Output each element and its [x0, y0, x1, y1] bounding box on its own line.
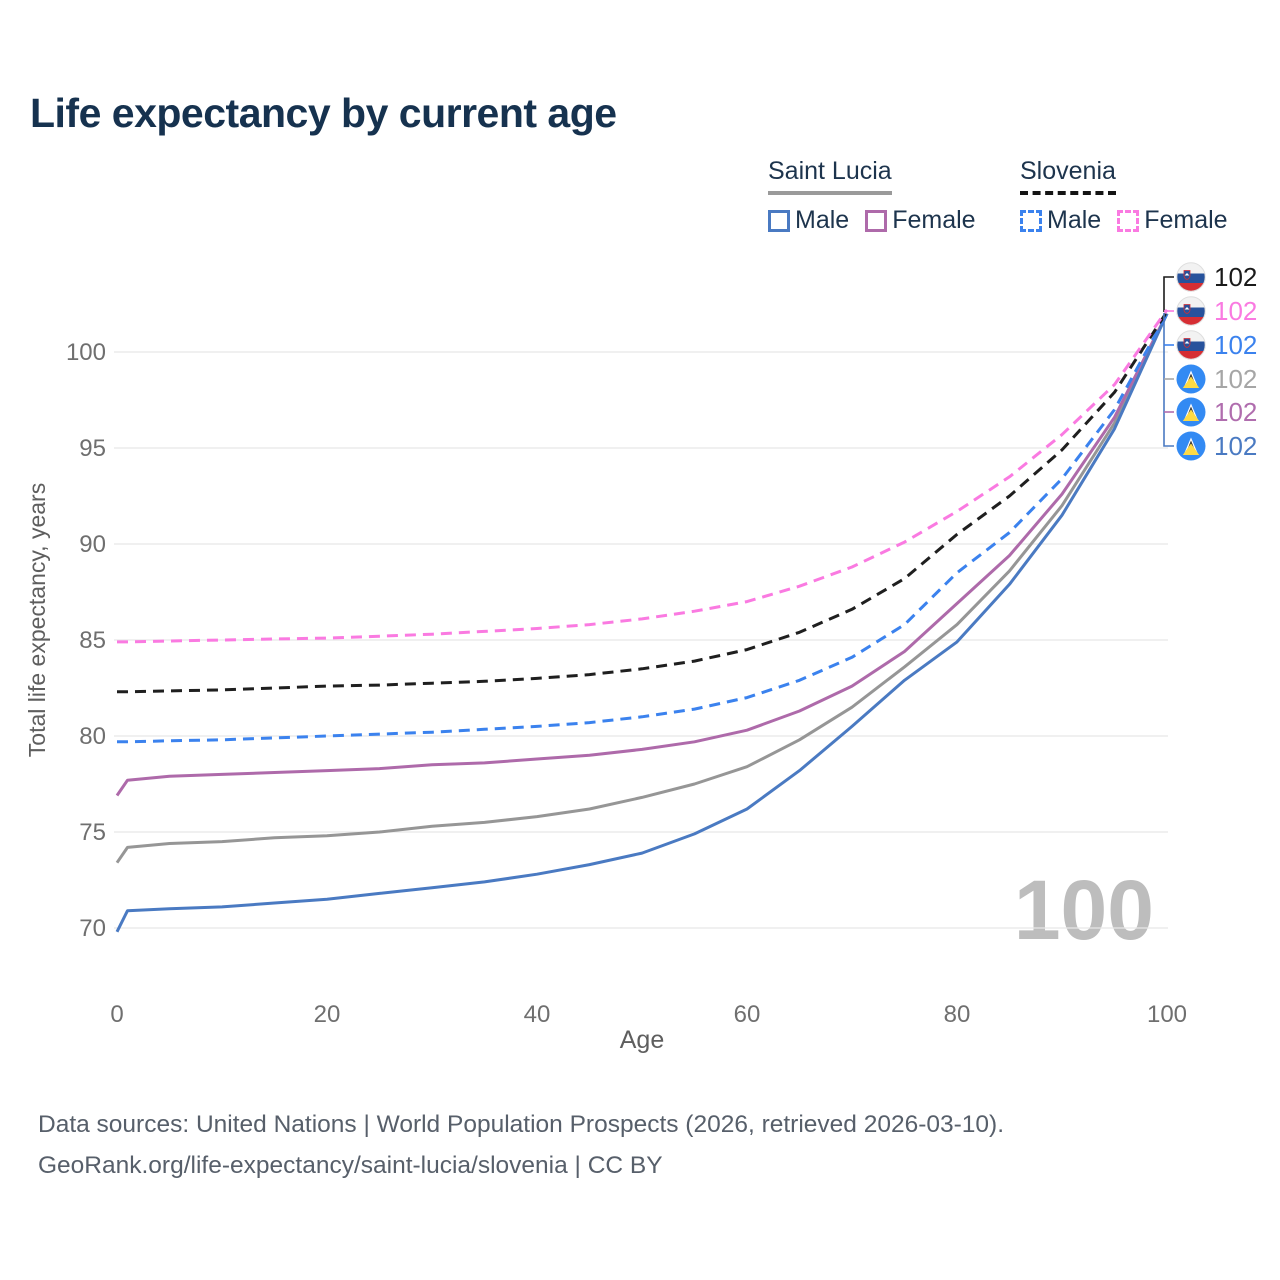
legend-country-saint-lucia[interactable]: Saint Lucia	[768, 157, 892, 195]
saint-lucia-flag-icon	[1176, 397, 1206, 427]
x-tick-label: 0	[110, 1001, 123, 1028]
legend-item-slovenia-female[interactable]: Female	[1117, 206, 1228, 235]
legend-group-saint-lucia: Saint Lucia Male Female	[768, 157, 992, 235]
end-label-saint-lucia-female: 102	[1176, 397, 1257, 427]
slovenia-male-swatch-icon	[1020, 209, 1042, 232]
x-tick-label: 80	[944, 1001, 971, 1028]
x-tick-label: 100	[1147, 1001, 1187, 1028]
series-line-saint-lucia	[115, 312, 1169, 864]
y-tick-label: 85	[79, 627, 106, 654]
legend-row: Male Female	[1020, 206, 1244, 235]
legend-group-slovenia: Slovenia Male Female	[1020, 157, 1244, 235]
leader-line-up	[1163, 276, 1174, 312]
end-value: 102	[1214, 431, 1258, 461]
series-line-slovenia-female	[117, 308, 1169, 644]
legend-country-slovenia[interactable]: Slovenia	[1020, 157, 1116, 195]
slovenia-flag-icon	[1176, 330, 1206, 360]
slovenia-flag-icon	[1176, 296, 1206, 326]
slovenia-flag-icon	[1176, 262, 1206, 292]
x-tick-label: 60	[734, 1001, 761, 1028]
y-tick-label: 90	[79, 531, 106, 558]
saint-lucia-male-swatch-icon	[768, 209, 790, 232]
end-label-saint-lucia-male: 102	[1176, 431, 1257, 461]
legend-item-label: Male	[795, 206, 850, 234]
end-value: 102	[1214, 364, 1258, 394]
series-line-saint-lucia-female	[115, 312, 1169, 797]
data-source-line: Data sources: United Nations | World Pop…	[38, 1111, 1005, 1138]
footer: Data sources: United Nations | World Pop…	[38, 1104, 1004, 1186]
end-value: 102	[1214, 330, 1258, 360]
x-axis-title: Age	[620, 1026, 664, 1054]
y-tick-label: 75	[79, 819, 106, 846]
end-label-slovenia-female: 102	[1176, 296, 1257, 326]
saint-lucia-female-swatch-icon	[865, 209, 888, 232]
y-axis-title: Total life expectancy, years	[24, 483, 50, 757]
legend-item-label: Female	[1144, 206, 1228, 234]
x-tick-label: 40	[524, 1001, 551, 1028]
page-title: Life expectancy by current age	[30, 90, 617, 136]
end-label-saint-lucia-all: 102	[1176, 364, 1257, 394]
series-line-slovenia-male	[117, 312, 1169, 744]
end-label-slovenia-male: 102	[1176, 330, 1257, 360]
attribution-line: GeoRank.org/life-expectancy/saint-lucia/…	[38, 1152, 663, 1179]
x-tick-label: 20	[314, 1001, 341, 1028]
y-tick-label: 80	[79, 723, 106, 750]
series-line-slovenia	[117, 310, 1169, 694]
y-tick-label: 70	[79, 915, 106, 942]
end-value: 102	[1214, 262, 1258, 292]
legend-item-saint-lucia-female[interactable]: Female	[865, 206, 976, 235]
end-value: 102	[1214, 397, 1258, 427]
y-tick-label: 100	[66, 339, 106, 366]
legend-item-label: Male	[1047, 206, 1102, 234]
saint-lucia-flag-icon	[1176, 431, 1206, 461]
age-counter-watermark: 100	[1013, 863, 1154, 957]
y-tick-label: 95	[79, 435, 106, 462]
end-value: 102	[1214, 296, 1258, 326]
slovenia-female-swatch-icon	[1117, 209, 1140, 232]
legend-item-label: Female	[892, 206, 976, 234]
legend-row: Male Female	[768, 206, 992, 235]
series-line-saint-lucia-male	[115, 312, 1169, 933]
legend-item-slovenia-male[interactable]: Male	[1020, 206, 1101, 235]
saint-lucia-flag-icon	[1176, 364, 1206, 394]
legend-item-saint-lucia-male[interactable]: Male	[768, 206, 849, 235]
end-label-slovenia-all: 102	[1176, 262, 1257, 292]
leader-line-down	[1163, 313, 1174, 447]
